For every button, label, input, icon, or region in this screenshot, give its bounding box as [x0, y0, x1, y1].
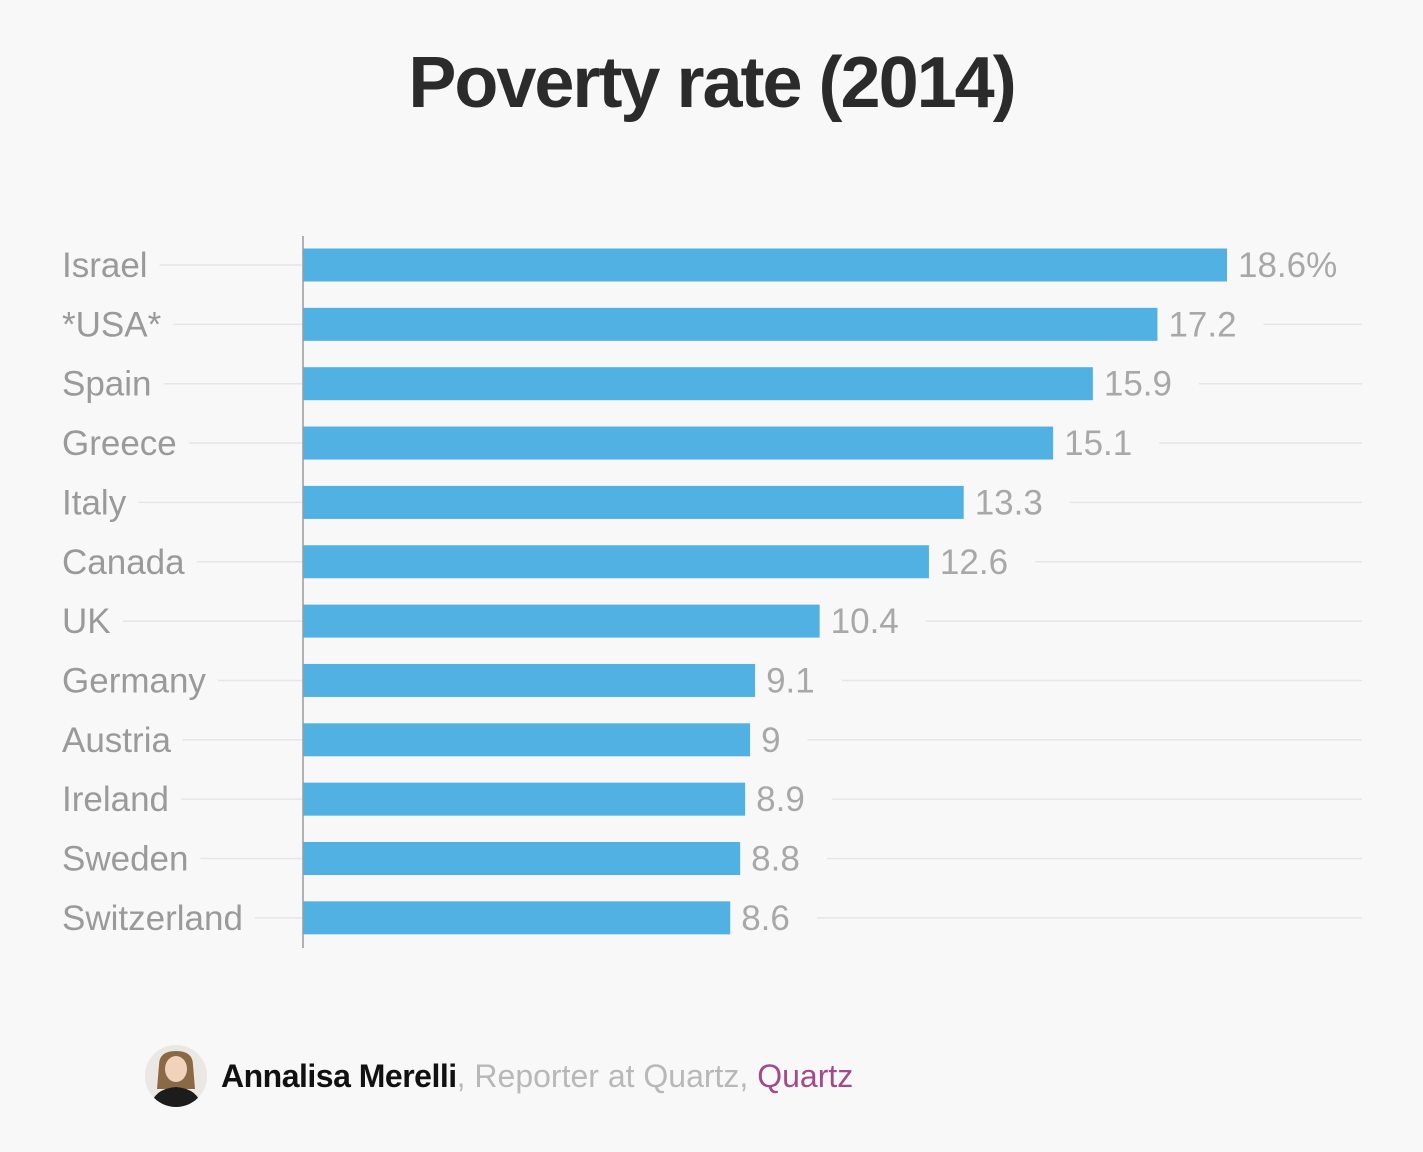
author-name[interactable]: Annalisa Merelli	[221, 1057, 457, 1094]
publication-link[interactable]: Quartz	[757, 1057, 854, 1094]
byline-text: Annalisa Merelli, Reporter at Quartz, Qu…	[221, 1058, 853, 1095]
value-label: 12.6	[940, 543, 1008, 582]
category-label: Greece	[62, 424, 177, 463]
category-label: Canada	[62, 543, 185, 582]
bar[interactable]	[303, 604, 820, 638]
value-label: 15.9	[1104, 365, 1172, 404]
value-label: 9	[761, 721, 780, 760]
bar[interactable]	[303, 485, 964, 519]
value-label: 8.9	[756, 780, 805, 819]
bar[interactable]	[303, 307, 1158, 341]
bar[interactable]	[303, 426, 1054, 460]
bar[interactable]	[303, 367, 1093, 401]
value-label: 15.1	[1064, 424, 1132, 463]
bar[interactable]	[303, 723, 751, 757]
bar[interactable]	[303, 782, 746, 816]
category-label: UK	[62, 602, 111, 641]
value-label: 17.2	[1168, 305, 1236, 344]
bar[interactable]	[303, 545, 929, 579]
value-label: 10.4	[831, 602, 899, 641]
category-label: Sweden	[62, 840, 188, 879]
category-label: *USA*	[62, 305, 162, 344]
value-label: 13.3	[975, 483, 1043, 522]
category-label: Spain	[62, 365, 152, 404]
bar[interactable]	[303, 901, 731, 935]
value-label: 18.6%	[1238, 246, 1337, 285]
category-label: Switzerland	[62, 899, 243, 938]
bar[interactable]	[303, 663, 756, 697]
bar[interactable]	[303, 248, 1227, 282]
value-label: 8.8	[751, 840, 800, 879]
byline-separator: ,	[456, 1057, 466, 1094]
category-label: Italy	[62, 483, 127, 522]
author-avatar[interactable]	[145, 1045, 207, 1107]
category-label: Israel	[62, 246, 148, 285]
bar[interactable]	[303, 842, 741, 875]
chart-title: Poverty rate (2014)	[408, 43, 1016, 123]
category-label: Austria	[62, 721, 171, 760]
value-label: 8.6	[741, 899, 790, 938]
category-label: Germany	[62, 661, 206, 700]
author-role: Reporter at Quartz,	[465, 1057, 749, 1094]
value-label: 9.1	[766, 661, 815, 700]
person-portrait-icon	[145, 1045, 207, 1107]
category-label: Ireland	[62, 780, 169, 819]
byline: Annalisa Merelli, Reporter at Quartz, Qu…	[145, 1043, 853, 1109]
